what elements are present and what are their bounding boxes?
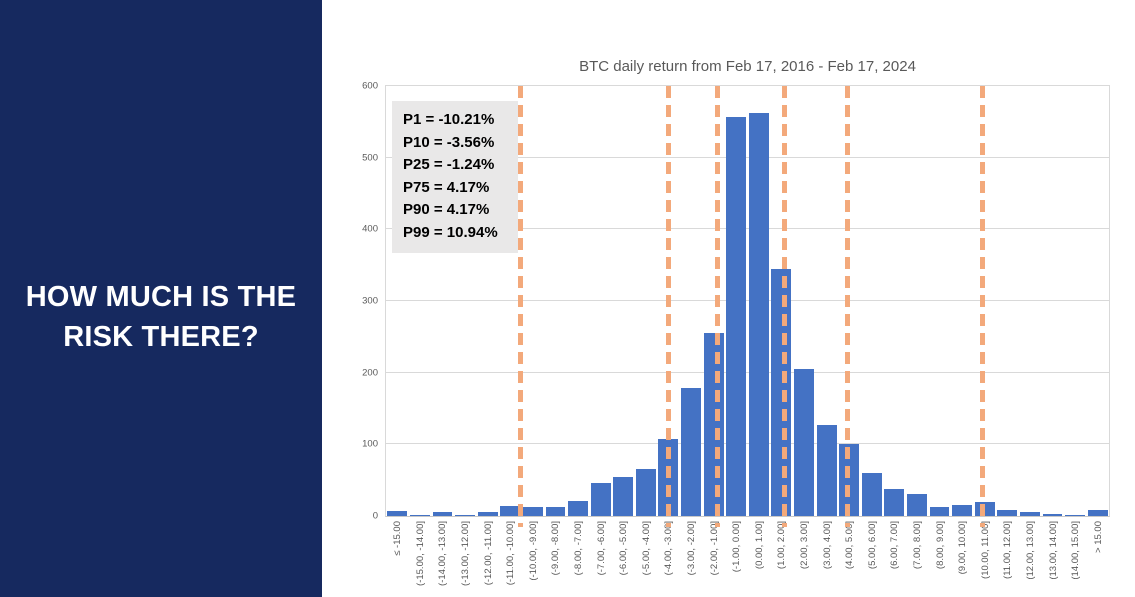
percentile-line-p10: [666, 86, 672, 527]
percentile-line-p25: [714, 86, 720, 527]
histogram-bar: [861, 473, 882, 516]
histogram-bar: [1065, 514, 1086, 516]
y-axis-tick-label: 200: [362, 367, 378, 379]
histogram-bar: [907, 493, 927, 516]
x-axis-tick-label: (8.00, 9.00]: [934, 521, 946, 570]
x-axis-tick-label: (5.00, 6.00]: [866, 521, 878, 570]
histogram-bar: [568, 500, 588, 516]
x-axis-tick-label: (-15.00, -14.00]: [414, 521, 426, 586]
histogram-bar: [590, 483, 611, 516]
x-axis-tick-label: (14.00, 15.00]: [1070, 521, 1082, 580]
x-axis-tick-label: (-11.00, -10.00]: [505, 521, 517, 586]
x-axis-tick-label: (4.00, 5.00]: [844, 521, 856, 570]
annotation-line: P25 = -1.24%: [403, 156, 495, 173]
plot-area: P1 = -10.21% P10 = -3.56% P25 = -1.24% P75 …: [362, 81, 1110, 586]
annotation-line: P75 = 4.17%: [403, 178, 490, 196]
histogram-bar: [387, 510, 408, 516]
x-axis-tick-label: (-4.00, -3.00]: [663, 521, 675, 576]
chart-region: BTC daily return from Feb 17, 2016 - Feb…: [322, 0, 1135, 597]
y-axis-tick-label: 0: [372, 510, 378, 522]
x-axis-tick-label: (-13.00, -12.00]: [460, 521, 472, 586]
histogram-bar: [1087, 509, 1108, 516]
histogram-bar: [794, 369, 814, 516]
x-axis-tick-label: (-12.00, -11.00]: [482, 521, 494, 586]
x-axis-tick-label: (-2.00, -1.00]: [708, 521, 720, 576]
percentile-line-p99: [980, 86, 986, 527]
annotation-line: P1 = -10.21%: [403, 111, 495, 128]
slide-title: HOW MUCH IS THE RISK THERE?: [25, 281, 297, 354]
annotation-line: P99 = 10.94%: [403, 223, 498, 241]
histogram-bar: [997, 509, 1018, 516]
x-axis-tick-label: (-6.00, -5.00]: [618, 521, 630, 576]
left-panel: HOW MUCH IS THE RISK THERE?: [0, 0, 322, 597]
x-axis-tick-label: (7.00, 8.00]: [911, 521, 923, 570]
annotation-line: P90 = 4.17%: [403, 201, 490, 218]
x-axis-tick-label: (-14.00, -13.00]: [437, 521, 449, 586]
gridline-y-200: [386, 371, 1109, 373]
x-axis-tick-label: (-10.00, -9.00]: [527, 521, 539, 581]
gridline-y-100: [386, 443, 1109, 445]
gridline-y-500: [386, 156, 1109, 158]
histogram-bar: [952, 504, 973, 516]
histogram-bar: [1019, 511, 1040, 516]
gridline-y-600: [386, 85, 1109, 86]
histogram-bar: [681, 388, 701, 516]
x-axis-tick-label: (-7.00, -6.00]: [595, 521, 607, 576]
x-axis-tick-label: (0.00, 1.00]: [753, 521, 765, 570]
x-axis-tick-label: (3.00, 4.00]: [821, 521, 833, 570]
histogram-bar: [1042, 513, 1063, 516]
histogram-bar: [613, 477, 634, 516]
y-axis-tick-label: 300: [362, 295, 378, 307]
histogram-bar: [726, 116, 747, 516]
histogram-bar: [455, 514, 475, 516]
x-axis-tick-label: (-3.00, -2.00]: [686, 521, 698, 576]
histogram-bar: [432, 511, 453, 516]
x-axis-tick-label: (-8.00, -7.00]: [573, 521, 585, 576]
percentile-annotation-box: P1 = -10.21% P10 = -3.56% P25 = -1.24% P75 …: [392, 101, 518, 253]
gridline-y-300: [386, 300, 1109, 301]
histogram-bar: [929, 506, 950, 516]
histogram-bar: [816, 424, 837, 516]
y-axis-tick-label: 100: [362, 438, 378, 450]
x-axis-tick-label: (1.00, 2.00]: [776, 521, 788, 570]
x-axis-tick-label: (12.00, 13.00]: [1024, 521, 1036, 580]
histogram-bar: [522, 506, 543, 516]
percentile-line-p90: [845, 86, 851, 527]
histogram-bar: [545, 507, 566, 516]
y-axis-tick-label: 400: [362, 223, 378, 235]
x-axis-tick-label: > 15.00: [1092, 521, 1104, 553]
x-axis-tick-label: (10.00, 11.00]: [979, 521, 991, 579]
percentile-line-p75: [782, 86, 788, 527]
x-axis-tick-label: ≤ -15.00: [392, 521, 404, 556]
y-axis-tick-label: 600: [362, 80, 378, 92]
x-axis-tick-label: (6.00, 7.00]: [889, 521, 901, 570]
chart-title: BTC daily return from Feb 17, 2016 - Feb…: [579, 58, 916, 75]
x-axis-tick-label: (-5.00, -4.00]: [640, 521, 652, 576]
annotation-line: P10 = -3.56%: [403, 133, 495, 151]
gridline-y-400: [386, 228, 1109, 230]
y-axis-tick-label: 500: [362, 152, 378, 164]
histogram-bar: [748, 112, 769, 516]
histogram-bar: [477, 511, 498, 516]
x-axis-tick-label: (2.00, 3.00]: [798, 521, 810, 570]
x-axis-tick-label: (-9.00, -8.00]: [550, 521, 562, 576]
x-axis-tick-label: (-1.00, 0.00]: [731, 521, 743, 573]
x-axis-tick-label: (13.00, 14.00]: [1047, 521, 1059, 580]
histogram-bar: [409, 514, 430, 516]
x-axis-tick-label: (9.00, 10.00]: [957, 521, 969, 575]
percentile-line-p1: [517, 86, 523, 527]
histogram-bar: [500, 505, 521, 516]
x-axis-tick-label: (11.00, 12.00]: [1002, 521, 1014, 579]
histogram-bar: [884, 489, 905, 516]
histogram-bar: [635, 469, 656, 516]
